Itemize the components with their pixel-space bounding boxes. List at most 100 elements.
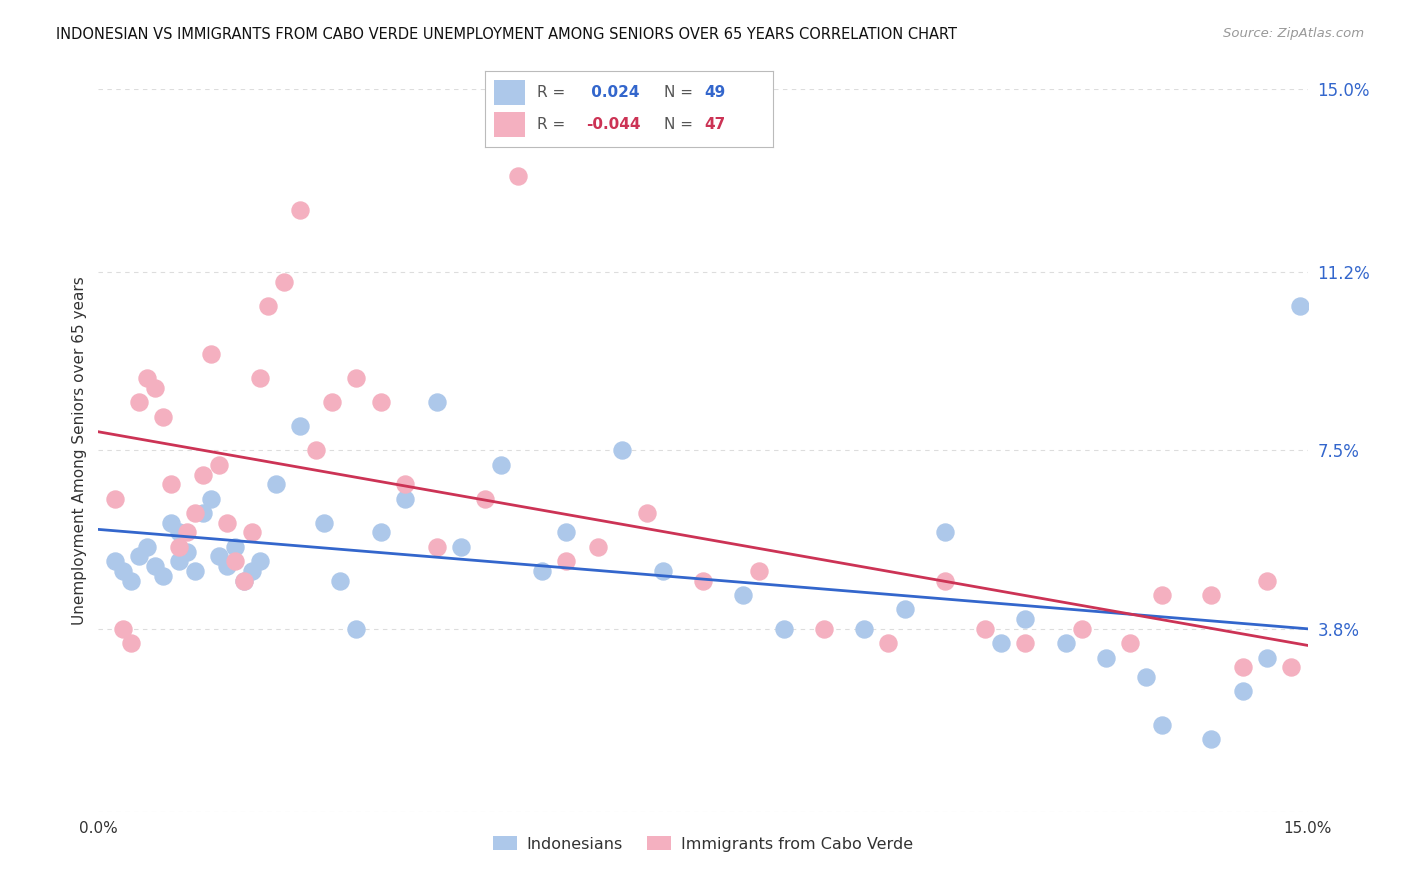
Point — [450, 540, 472, 554]
Point — [491, 458, 513, 472]
Point — [934, 525, 956, 540]
Point — [1256, 574, 1278, 588]
Point — [152, 409, 174, 424]
Point — [249, 371, 271, 385]
Point — [586, 540, 609, 554]
Point — [1054, 636, 1077, 650]
Point — [256, 299, 278, 313]
Point — [103, 491, 125, 506]
Point — [612, 443, 634, 458]
Point — [160, 516, 183, 530]
Y-axis label: Unemployment Among Seniors over 65 years: Unemployment Among Seniors over 65 years — [72, 277, 87, 624]
Point — [184, 506, 207, 520]
Point — [772, 622, 794, 636]
Point — [344, 371, 367, 385]
Point — [1070, 622, 1092, 636]
Point — [120, 574, 142, 588]
Text: R =: R = — [537, 117, 565, 132]
Point — [692, 574, 714, 588]
Bar — [494, 112, 526, 136]
Point — [974, 622, 997, 636]
Point — [1014, 636, 1036, 650]
Point — [1135, 670, 1157, 684]
Point — [240, 525, 263, 540]
Point — [426, 540, 449, 554]
Point — [120, 636, 142, 650]
Point — [167, 540, 190, 554]
Point — [152, 568, 174, 582]
Point — [224, 554, 246, 568]
Legend: Indonesians, Immigrants from Cabo Verde: Indonesians, Immigrants from Cabo Verde — [486, 830, 920, 858]
Point — [305, 443, 328, 458]
Text: N =: N = — [664, 85, 693, 100]
Text: 47: 47 — [704, 117, 725, 132]
Point — [176, 525, 198, 540]
Point — [176, 544, 198, 558]
Point — [232, 574, 254, 588]
Point — [249, 554, 271, 568]
Point — [474, 491, 496, 506]
Point — [217, 516, 239, 530]
Point — [394, 477, 416, 491]
Point — [224, 540, 246, 554]
Text: R =: R = — [537, 85, 565, 100]
Point — [193, 506, 215, 520]
Point — [1232, 684, 1254, 698]
Point — [135, 371, 157, 385]
Point — [314, 516, 336, 530]
Point — [135, 540, 157, 554]
Point — [167, 525, 190, 540]
Point — [893, 602, 915, 616]
Point — [934, 574, 956, 588]
Point — [1152, 718, 1174, 732]
Point — [1288, 299, 1310, 313]
Point — [160, 477, 183, 491]
Text: N =: N = — [664, 117, 693, 132]
Point — [232, 574, 254, 588]
Point — [344, 622, 367, 636]
Text: Source: ZipAtlas.com: Source: ZipAtlas.com — [1223, 27, 1364, 40]
Point — [748, 564, 770, 578]
Point — [184, 564, 207, 578]
Point — [1256, 650, 1278, 665]
Point — [128, 549, 150, 564]
Point — [1119, 636, 1142, 650]
Point — [555, 554, 578, 568]
Point — [329, 574, 352, 588]
Point — [1199, 732, 1222, 747]
Point — [128, 395, 150, 409]
Point — [288, 202, 311, 217]
Point — [1014, 612, 1036, 626]
Point — [530, 564, 553, 578]
Point — [321, 395, 343, 409]
Point — [853, 622, 876, 636]
Point — [1232, 660, 1254, 674]
Point — [1095, 650, 1118, 665]
Point — [426, 395, 449, 409]
Text: INDONESIAN VS IMMIGRANTS FROM CABO VERDE UNEMPLOYMENT AMONG SENIORS OVER 65 YEAR: INDONESIAN VS IMMIGRANTS FROM CABO VERDE… — [56, 27, 957, 42]
Point — [370, 525, 392, 540]
Point — [167, 554, 190, 568]
Point — [217, 559, 239, 574]
Point — [200, 347, 222, 361]
Point — [877, 636, 900, 650]
Point — [111, 564, 134, 578]
Point — [506, 169, 529, 183]
Point — [813, 622, 835, 636]
Bar — [494, 80, 526, 104]
Point — [143, 381, 166, 395]
Point — [111, 622, 134, 636]
Point — [264, 477, 287, 491]
Text: 49: 49 — [704, 85, 725, 100]
Point — [193, 467, 215, 482]
Point — [143, 559, 166, 574]
Point — [1152, 588, 1174, 602]
Point — [733, 588, 755, 602]
Point — [1281, 660, 1303, 674]
Point — [273, 275, 295, 289]
Point — [1199, 588, 1222, 602]
Text: 0.024: 0.024 — [586, 85, 640, 100]
Point — [636, 506, 658, 520]
Point — [394, 491, 416, 506]
Point — [555, 525, 578, 540]
